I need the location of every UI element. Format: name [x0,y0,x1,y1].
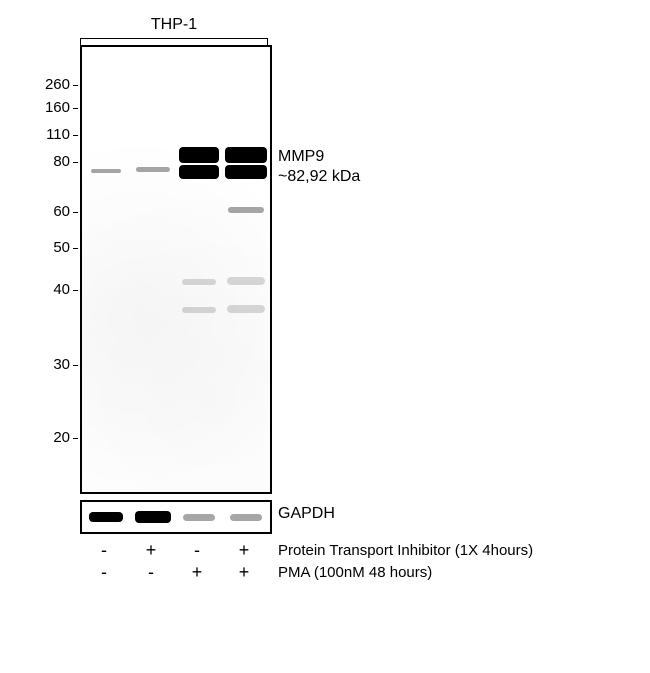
mw-tick [73,135,78,136]
main-blot-membrane [80,45,272,494]
blot-band [230,514,262,521]
treatment-sign: - [94,562,114,583]
blot-band [89,512,123,522]
treatment-sign: - [187,540,207,561]
membrane-noise [82,47,270,492]
mw-label: 30 [30,356,70,373]
blot-band [183,514,215,521]
target-mw-label: ~82,92 kDa [278,168,360,186]
mw-tick [73,438,78,439]
treatment-label: PMA (100nM 48 hours) [278,564,432,581]
blot-band [136,167,170,172]
blot-band [182,279,216,285]
mw-tick [73,248,78,249]
mw-label: 40 [30,281,70,298]
mw-label: 80 [30,153,70,170]
blot-band [179,165,219,179]
cell-line-label: THP-1 [80,16,268,34]
blot-band [225,147,267,163]
treatment-sign: - [94,540,114,561]
mw-tick [73,365,78,366]
blot-band [91,169,121,173]
mw-label: 260 [30,76,70,93]
mw-tick [73,162,78,163]
treatment-sign: - [141,562,161,583]
cell-line-bracket [80,38,268,39]
blot-band [135,511,171,523]
mw-label: 20 [30,429,70,446]
treatment-sign: + [234,562,254,583]
western-blot-figure: THP-1 260 160 110 80 60 50 40 30 20 MMP9 ~82,92 … [0,0,650,673]
mw-label: 160 [30,99,70,116]
treatment-sign: + [141,540,161,561]
treatment-sign: + [187,562,207,583]
mw-tick [73,290,78,291]
mw-tick [73,85,78,86]
blot-band [228,207,264,213]
treatment-sign: + [234,540,254,561]
target-protein-label: MMP9 [278,148,324,166]
blot-band [179,147,219,163]
blot-band [182,307,216,313]
blot-band [225,165,267,179]
mw-tick [73,212,78,213]
blot-band [227,305,265,313]
mw-label: 50 [30,239,70,256]
loading-control-label: GAPDH [278,505,335,523]
gapdh-blot-membrane [80,500,272,534]
mw-label: 110 [30,126,70,143]
blot-band [227,277,265,285]
treatment-label: Protein Transport Inhibitor (1X 4hours) [278,542,533,559]
mw-tick [73,108,78,109]
mw-label: 60 [30,203,70,220]
